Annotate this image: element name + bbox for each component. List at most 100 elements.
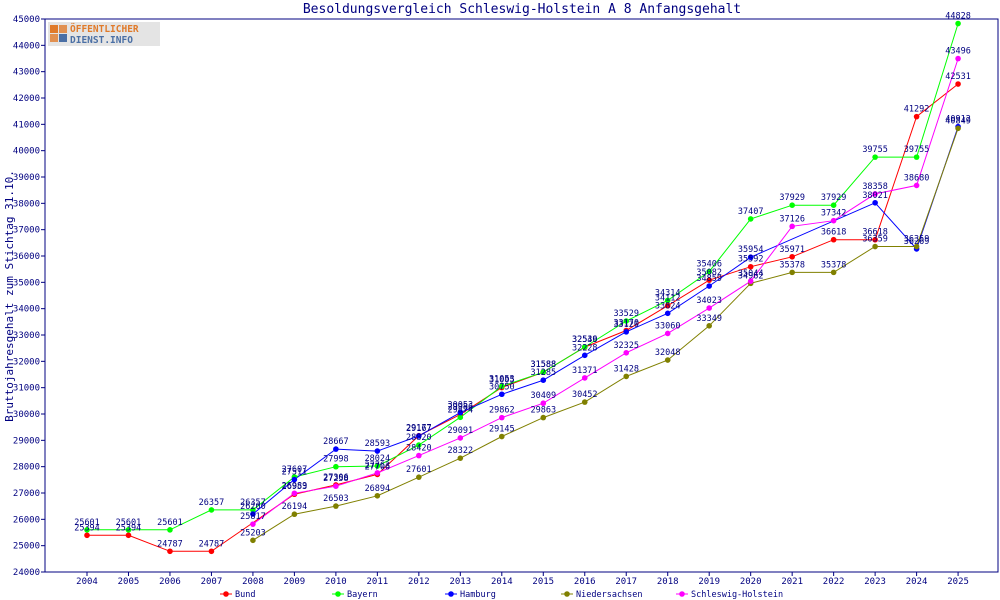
x-tick-label: 2017 [615,577,637,587]
data-label-niedersachsen: 26194 [282,502,308,512]
data-label-niedersachsen: 32048 [655,348,681,358]
data-point-hamburg [623,329,630,335]
data-point-bayern [581,344,588,350]
legend-label-bund: Bund [235,590,255,600]
legend-marker-bund [223,591,229,597]
data-point-schleswig-holstein [830,217,837,224]
legend: Bund Bayern Hamburg Niedersachsen Schleswig-… [220,590,783,600]
data-point-schleswig-holstein [789,223,795,230]
data-label-niedersachsen: 36359 [862,235,888,245]
data-label-niedersachsen: 40849 [945,116,971,126]
y-tick-label: 25000 [13,542,40,552]
data-label-bayern: 25601 [157,518,183,528]
data-label-hamburg: 36269 [904,237,930,247]
chart-title: Besoldungsvergleich Schleswig-Holstein A… [303,2,741,17]
data-label-bund: 27706 [365,462,391,472]
data-label-schleswig-holstein: 43496 [945,47,971,57]
data-point-bund [747,263,754,270]
y-tick-label: 34000 [13,305,40,315]
data-point-bund [872,236,878,243]
data-point-niedersachsen [540,414,547,421]
data-label-bayern: 25601 [74,518,100,528]
legend-label-schleswig-holstein: Schleswig-Holstein [691,590,783,600]
x-tick-label: 2019 [698,577,720,587]
data-point-bayern [789,202,795,209]
data-point-niedersachsen [789,269,795,276]
data-point-bayern [84,527,90,533]
data-label-niedersachsen: 27601 [406,465,432,475]
data-point-bund [84,532,90,539]
data-label-schleswig-holstein: 26989 [282,481,308,491]
data-point-bayern [333,463,339,470]
data-label-schleswig-holstein: 28420 [406,444,432,454]
data-point-hamburg [416,433,422,439]
data-point-niedersachsen [706,323,712,329]
y-tick-label: 45000 [13,15,40,25]
data-label-bayern: 39755 [862,145,888,155]
data-point-schleswig-holstein [747,278,754,284]
data-label-bayern: 31588 [530,360,556,370]
x-tick-label: 2004 [76,577,98,587]
legend-label-niedersachsen: Niedersachsen [576,590,643,600]
y-tick-label: 43000 [13,68,40,78]
data-point-niedersachsen [623,373,630,380]
legend-marker-bayern [335,591,341,597]
data-label-bund: 41292 [904,105,930,115]
data-label-niedersachsen: 28322 [448,446,474,456]
data-label-schleswig-holstein: 32325 [613,341,639,351]
data-label-bayern: 35406 [696,260,722,270]
data-point-bund [706,277,712,283]
data-point-niedersachsen [872,243,878,250]
data-label-bayern: 37929 [779,193,805,203]
data-point-niedersachsen [913,243,920,250]
data-point-hamburg [499,391,505,398]
data-label-hamburg: 27511 [282,468,308,478]
y-tick-label: 37000 [13,226,40,236]
data-point-bayern [664,297,671,304]
data-point-bund [167,548,173,555]
data-point-bund [830,236,837,243]
data-label-niedersachsen: 30452 [572,390,598,400]
plot-frame [44,18,999,573]
data-point-bayern [208,507,215,513]
y-tick-label: 35000 [13,278,40,288]
data-label-schleswig-holstein: 29862 [489,406,515,416]
data-label-hamburg: 28667 [323,437,349,447]
series-lines [87,23,959,552]
logo-line2: DIENST.INFO [70,35,133,46]
data-label-schleswig-holstein: 27763 [365,461,391,471]
series-line-bayern [87,23,959,531]
data-label-bayern: 29874 [448,405,474,415]
data-point-schleswig-holstein [250,521,256,527]
x-tick-label: 2021 [781,577,803,587]
series-line-hamburg [252,126,959,515]
data-point-bund [125,532,132,539]
data-label-hamburg: 29167 [406,424,432,434]
data-label-bayern: 28024 [365,454,391,464]
data-label-bund: 36618 [821,228,847,238]
data-label-bayern: 27998 [323,455,349,465]
data-point-schleswig-holstein [499,414,505,421]
data-label-niedersachsen: 29863 [530,406,556,416]
y-tick-label: 40000 [13,147,40,157]
data-label-niedersachsen: 31428 [613,364,639,374]
data-point-hamburg [872,199,878,206]
data-point-hamburg [664,310,671,317]
y-tick-label: 39000 [13,173,40,183]
data-label-bayern: 26357 [240,498,266,508]
x-tick-label: 2018 [657,577,679,587]
y-tick-label: 29000 [13,436,40,446]
data-label-bund: 25394 [74,523,100,533]
data-label-schleswig-holstein: 25817 [240,512,266,522]
data-point-bund [955,81,961,87]
data-label-bayern: 39755 [904,145,930,155]
data-point-hamburg [457,409,464,416]
data-point-bayern [830,202,837,209]
data-label-bayern: 37407 [738,207,764,217]
data-point-bayern [540,369,547,375]
data-point-schleswig-holstein [955,55,961,62]
data-label-bayern: 32546 [572,335,598,345]
data-point-hamburg [291,476,298,483]
logo: ÖFFENTLICHER DIENST.INFO [48,22,160,46]
data-point-hamburg [581,352,588,359]
